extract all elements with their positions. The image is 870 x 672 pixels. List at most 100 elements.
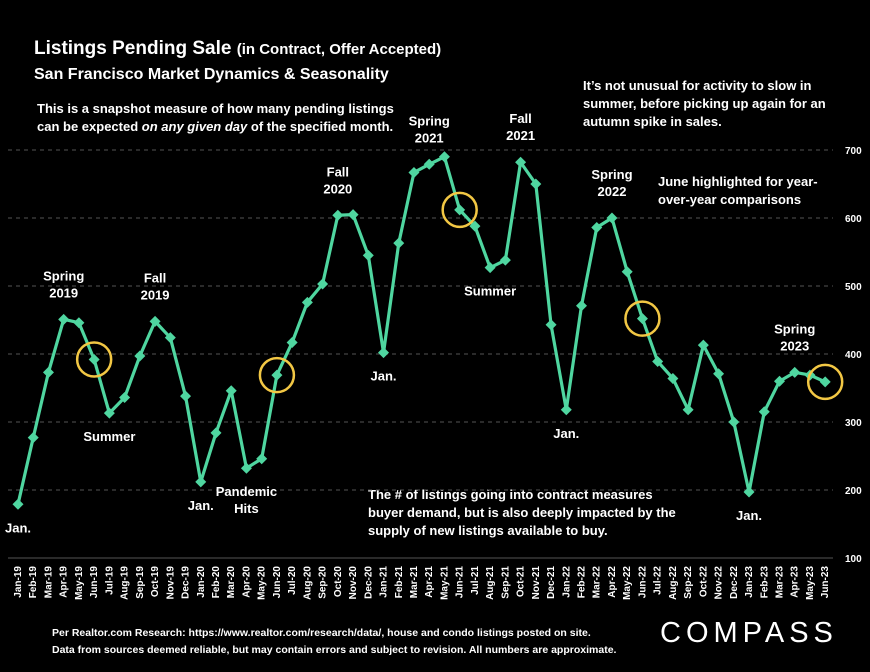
data-point — [682, 404, 694, 416]
x-tick-label: Feb-23 — [759, 566, 770, 599]
chart-annotation: Jan. — [5, 520, 31, 535]
data-point — [378, 347, 390, 359]
chart-annotation: Fall 2021 — [506, 111, 535, 143]
data-point — [758, 406, 770, 418]
data-point — [317, 278, 329, 290]
x-tick-label: Jun-23 — [820, 566, 831, 599]
note-snapshot-pre: This is a snapshot measure of how many p… — [37, 101, 394, 134]
june-highlight-circle — [441, 191, 478, 229]
june-highlight-circle — [75, 341, 113, 378]
chart-title: Listings Pending Sale (in Contract, Offe… — [34, 38, 441, 60]
data-point — [606, 212, 618, 224]
x-tick-label: Mar-20 — [226, 566, 237, 599]
y-tick-label: 300 — [845, 418, 862, 429]
june-highlight-circle — [806, 363, 844, 401]
data-point — [743, 486, 755, 498]
data-point — [301, 296, 313, 308]
x-tick-label: Jun-20 — [272, 566, 283, 599]
chart-annotation: Jan. — [371, 369, 397, 384]
x-tick-label: Apr-21 — [424, 566, 435, 598]
data-point — [180, 390, 192, 402]
data-point — [88, 353, 100, 365]
data-point — [12, 498, 24, 510]
x-tick-label: Dec-20 — [363, 566, 374, 599]
x-tick-label: Oct-22 — [698, 566, 709, 598]
data-point — [591, 222, 603, 234]
x-tick-label: Mar-19 — [43, 566, 54, 599]
data-point — [789, 366, 801, 378]
data-point — [652, 355, 664, 367]
x-tick-label: Jun-19 — [89, 566, 100, 599]
data-point — [499, 254, 511, 266]
x-tick-label: Jul-22 — [653, 566, 664, 595]
x-tick-label: Mar-21 — [409, 566, 420, 599]
data-point — [58, 313, 70, 325]
x-tick-label: Jun-21 — [455, 566, 466, 599]
x-tick-label: May-21 — [439, 566, 450, 600]
data-point — [362, 249, 374, 261]
data-point — [636, 313, 648, 325]
data-point — [454, 204, 466, 216]
chart-annotation: Summer — [464, 284, 516, 299]
data-point — [774, 375, 785, 387]
x-tick-label: Jan-22 — [561, 566, 572, 598]
compass-logo: COMPASS — [660, 617, 838, 649]
data-point — [530, 178, 542, 190]
data-point — [621, 266, 633, 278]
data-point — [560, 404, 572, 416]
x-tick-label: Aug-19 — [120, 566, 131, 600]
x-tick-label: Aug-20 — [302, 566, 313, 600]
x-tick-label: Jan-23 — [744, 566, 755, 598]
data-point — [149, 315, 161, 327]
chart-annotation: Summer — [83, 429, 135, 444]
note-snapshot-post: of the specified month. — [247, 119, 394, 134]
y-tick-label: 700 — [845, 146, 862, 157]
y-tick-label: 600 — [845, 214, 862, 225]
x-tick-label: Oct-20 — [333, 566, 344, 598]
data-point — [119, 392, 131, 404]
series-line — [16, 155, 826, 505]
x-tick-label: Mar-23 — [775, 566, 786, 599]
chart-annotation: Jan. — [736, 508, 762, 523]
data-point — [469, 220, 481, 232]
chart-annotation: Spring 2022 — [591, 167, 632, 199]
data-point — [515, 156, 527, 168]
x-tick-label: Jan-19 — [13, 566, 24, 598]
data-point — [332, 209, 344, 221]
x-tick-label: Sep-20 — [318, 566, 329, 599]
y-tick-label: 500 — [845, 282, 862, 293]
x-tick-label: Aug-22 — [668, 566, 679, 600]
data-point — [545, 319, 557, 331]
data-point — [713, 368, 725, 380]
chart-subtitle: San Francisco Market Dynamics & Seasonal… — [34, 66, 389, 83]
x-tick-label: Nov-22 — [714, 566, 725, 600]
x-tick-label: May-22 — [622, 566, 633, 600]
chart-annotation: Pandemic Hits — [216, 484, 277, 516]
x-tick-label: Apr-20 — [241, 566, 252, 598]
x-tick-label: Feb-19 — [28, 566, 39, 599]
data-point — [484, 262, 496, 274]
x-tick-label: Feb-21 — [394, 566, 405, 599]
data-point — [819, 376, 831, 388]
data-point — [240, 462, 252, 474]
x-tick-label: Feb-22 — [577, 566, 588, 599]
data-point — [42, 366, 54, 378]
data-point — [271, 369, 283, 381]
chart-annotation: Spring 2021 — [409, 113, 450, 145]
data-point — [697, 339, 709, 351]
x-tick-label: May-23 — [805, 566, 816, 600]
note-june-highlight: June highlighted for year-over-year comp… — [658, 174, 818, 207]
x-tick-label: Oct-19 — [150, 566, 161, 598]
note-snapshot-italic: on any given day — [141, 119, 248, 134]
x-tick-label: Mar-22 — [592, 566, 603, 599]
x-tick-label: Jul-21 — [470, 566, 481, 595]
x-tick-label: Dec-21 — [546, 566, 557, 599]
x-tick-label: Apr-22 — [607, 566, 618, 598]
x-tick-label: Oct-21 — [516, 566, 527, 598]
chart-annotation: Fall 2020 — [323, 164, 352, 196]
x-tick-label: Nov-19 — [165, 566, 176, 600]
data-point — [134, 350, 146, 362]
data-point — [347, 209, 359, 221]
june-highlight-circle — [258, 356, 296, 394]
x-tick-label: Sep-19 — [135, 566, 146, 599]
